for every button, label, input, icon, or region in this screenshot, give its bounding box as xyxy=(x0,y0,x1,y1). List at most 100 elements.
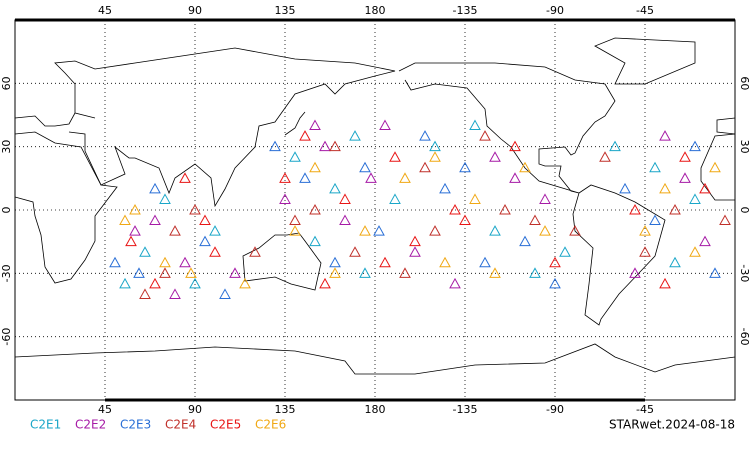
triangle-marker xyxy=(419,161,431,173)
triangle-marker xyxy=(329,182,341,194)
triangle-marker xyxy=(309,203,321,215)
triangle-marker xyxy=(659,130,671,141)
x-tick-label-top: 90 xyxy=(188,4,202,17)
japan xyxy=(284,111,306,136)
triangle-marker xyxy=(279,193,291,204)
triangle-marker xyxy=(679,172,691,183)
triangle-marker xyxy=(229,267,241,278)
triangle-marker xyxy=(239,277,251,289)
labels: 45 45 90 90 135 135 180 180 -135 -135 -90 -90 -45 -45… xyxy=(0,4,750,416)
y-tick-label-left: -30 xyxy=(0,264,13,282)
legend-entry: C2E4 xyxy=(165,418,196,432)
credit: STARwet.2024-08-18 xyxy=(609,418,735,432)
x-tick-label-top: 45 xyxy=(98,4,112,17)
triangle-marker xyxy=(199,235,211,247)
triangle-marker xyxy=(329,267,341,278)
triangle-marker xyxy=(309,235,321,247)
y-tick-label-right: 30 xyxy=(738,140,750,154)
triangle-marker xyxy=(209,225,221,236)
triangle-marker xyxy=(289,214,301,226)
triangle-marker xyxy=(373,225,385,236)
triangle-marker xyxy=(359,161,371,173)
triangle-marker xyxy=(409,235,421,247)
triangle-marker xyxy=(719,214,731,226)
triangle-marker xyxy=(469,119,481,131)
triangle-marker xyxy=(299,130,311,141)
triangle-marker xyxy=(629,267,641,278)
x-tick-label-top: 135 xyxy=(275,4,296,17)
triangle-marker xyxy=(185,267,197,278)
triangle-marker xyxy=(189,277,201,289)
x-tick-label-bottom: -90 xyxy=(546,403,564,416)
y-tick-label-left: -60 xyxy=(0,328,13,346)
x-tick-label-bottom: 135 xyxy=(275,403,296,416)
triangle-marker xyxy=(479,130,491,141)
y-tick-label-right: -30 xyxy=(738,264,750,282)
triangle-marker xyxy=(159,193,171,204)
triangle-marker xyxy=(133,267,145,278)
triangle-marker xyxy=(659,182,671,194)
coastlines xyxy=(14,37,736,375)
triangle-marker xyxy=(679,151,691,162)
triangle-marker xyxy=(149,214,161,226)
triangle-marker xyxy=(449,277,461,289)
triangle-marker xyxy=(109,256,121,268)
triangle-marker xyxy=(279,172,291,183)
triangle-marker xyxy=(379,119,391,131)
triangle-marker xyxy=(489,225,501,236)
triangle-marker xyxy=(399,267,411,278)
triangle-marker xyxy=(125,235,137,247)
triangle-marker xyxy=(649,214,661,226)
x-tick-label-top: -135 xyxy=(453,4,478,17)
west-africa xyxy=(700,133,736,201)
triangle-marker xyxy=(349,130,361,141)
triangle-marker xyxy=(649,161,661,173)
triangle-marker xyxy=(249,246,261,257)
triangle-marker xyxy=(149,182,161,194)
triangle-marker xyxy=(159,256,171,268)
y-tick-label-left: 0 xyxy=(0,207,13,214)
triangle-marker xyxy=(339,214,351,226)
triangle-marker xyxy=(709,267,721,278)
australia xyxy=(242,232,322,291)
triangle-marker xyxy=(419,130,431,141)
triangle-marker xyxy=(329,140,341,152)
triangle-marker xyxy=(269,140,281,152)
triangle-marker xyxy=(129,203,141,215)
x-tick-label-top: -90 xyxy=(546,4,564,17)
triangle-marker xyxy=(689,193,701,204)
triangle-marker xyxy=(629,203,641,215)
triangle-marker xyxy=(299,172,311,183)
triangle-marker xyxy=(699,182,711,194)
x-tick-label-bottom: 90 xyxy=(188,403,202,416)
legend-entry: C2E1 xyxy=(30,418,61,432)
x-tick-label-top: -45 xyxy=(636,4,654,17)
triangle-marker xyxy=(309,161,321,173)
triangle-marker xyxy=(689,246,701,257)
triangle-marker xyxy=(519,235,531,247)
legend-entry: C2E2 xyxy=(75,418,106,432)
triangle-marker xyxy=(359,267,371,278)
x-tick-label-bottom: 45 xyxy=(98,403,112,416)
triangle-marker xyxy=(309,119,321,131)
triangle-marker xyxy=(459,214,471,226)
triangle-marker xyxy=(139,246,151,257)
triangle-marker xyxy=(139,288,151,299)
legend-entry: C2E5 xyxy=(210,418,241,432)
triangle-marker xyxy=(529,214,541,226)
triangle-marker xyxy=(189,203,201,215)
triangle-marker xyxy=(539,225,551,236)
triangle-marker xyxy=(499,203,511,215)
triangle-marker xyxy=(319,140,331,152)
triangle-marker xyxy=(639,246,651,257)
triangle-marker xyxy=(709,161,721,173)
antarctica xyxy=(14,343,736,375)
x-tick-label-top: 180 xyxy=(365,4,386,17)
triangle-marker xyxy=(519,161,531,173)
triangle-marker xyxy=(439,182,451,194)
triangle-marker xyxy=(669,203,681,215)
triangle-marker xyxy=(569,225,581,236)
triangle-marker xyxy=(549,256,561,268)
triangle-marker xyxy=(459,161,471,173)
triangle-marker xyxy=(389,193,401,204)
